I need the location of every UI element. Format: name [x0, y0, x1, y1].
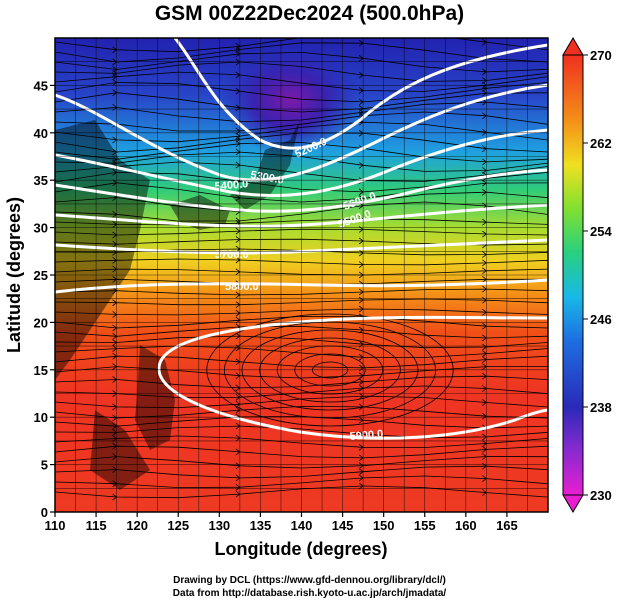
x-axis-ticks: 110 115 120 125 130 135 140 145 150 155 160 165 — [45, 512, 518, 533]
x-tick-label: 165 — [496, 518, 518, 533]
x-tick-label: 150 — [373, 518, 395, 533]
colorbar-scale — [562, 54, 584, 496]
colorbar-tick-label: 262 — [590, 136, 612, 151]
colorbar-tick-label: 238 — [590, 400, 612, 415]
grid-lines — [55, 38, 548, 512]
contour-label-5900: 5900.0 — [349, 428, 384, 443]
colorbar-bottom-arrow — [562, 494, 584, 513]
y-tick-label: 45 — [34, 78, 48, 93]
x-tick-label: 160 — [455, 518, 477, 533]
y-axis-ticks: 0 5 10 15 20 25 30 35 40 45 — [34, 78, 55, 520]
x-axis-title: Longitude (degrees) — [214, 539, 387, 559]
x-tick-label: 120 — [126, 518, 148, 533]
y-tick-label: 30 — [34, 221, 48, 236]
x-tick-label: 145 — [332, 518, 354, 533]
contour-5700 — [55, 238, 548, 255]
colorbar-tick-label: 254 — [590, 224, 612, 239]
y-tick-label: 5 — [41, 458, 48, 473]
drawing-credit: Drawing by DCL (https://www.gfd-dennou.o… — [173, 575, 446, 586]
x-tick-label: 110 — [45, 518, 66, 533]
contour-label-5800: 5800.0 — [225, 281, 259, 293]
contour-5500 — [55, 168, 548, 213]
x-tick-label: 125 — [167, 518, 189, 533]
x-tick-label: 140 — [291, 518, 313, 533]
y-tick-label: 15 — [34, 363, 48, 378]
contour-5400 — [55, 128, 548, 197]
contour-5800 — [55, 278, 548, 294]
y-tick-label: 25 — [34, 268, 48, 283]
height-contours — [55, 38, 548, 440]
contour-5600 — [55, 203, 548, 228]
colorbar: 230 238 246 254 262 270 — [562, 37, 612, 513]
data-credit: Data from http://database.rish.kyoto-u.a… — [172, 588, 447, 599]
streamline-arrow — [359, 29, 363, 35]
y-tick-label: 40 — [34, 126, 48, 141]
contour-label-5300: 5300.0 — [249, 169, 284, 187]
contour-label-5700: 5700.0 — [215, 249, 249, 261]
figure-title: GSM 00Z22Dec2024 (500.0hPa) — [154, 2, 465, 25]
x-tick-label: 115 — [86, 518, 107, 533]
colorbar-top-arrow — [562, 37, 584, 56]
x-tick-label: 155 — [414, 518, 436, 533]
contour-5900 — [157, 315, 548, 440]
contour-5300 — [55, 83, 548, 182]
y-tick-label: 10 — [34, 410, 48, 425]
colorbar-ticks: 230 238 246 254 262 270 — [583, 48, 612, 503]
y-tick-label: 0 — [41, 505, 48, 520]
y-axis-title: Latitude (degrees) — [4, 197, 24, 353]
y-tick-label: 35 — [34, 173, 48, 188]
colorbar-tick-label: 246 — [590, 312, 612, 327]
x-tick-label: 130 — [208, 518, 230, 533]
y-tick-label: 20 — [34, 315, 48, 330]
colorbar-tick-label: 230 — [590, 488, 612, 503]
contour-5200 — [173, 38, 548, 150]
x-tick-label: 135 — [250, 518, 272, 533]
colorbar-tick-label: 270 — [590, 48, 612, 63]
